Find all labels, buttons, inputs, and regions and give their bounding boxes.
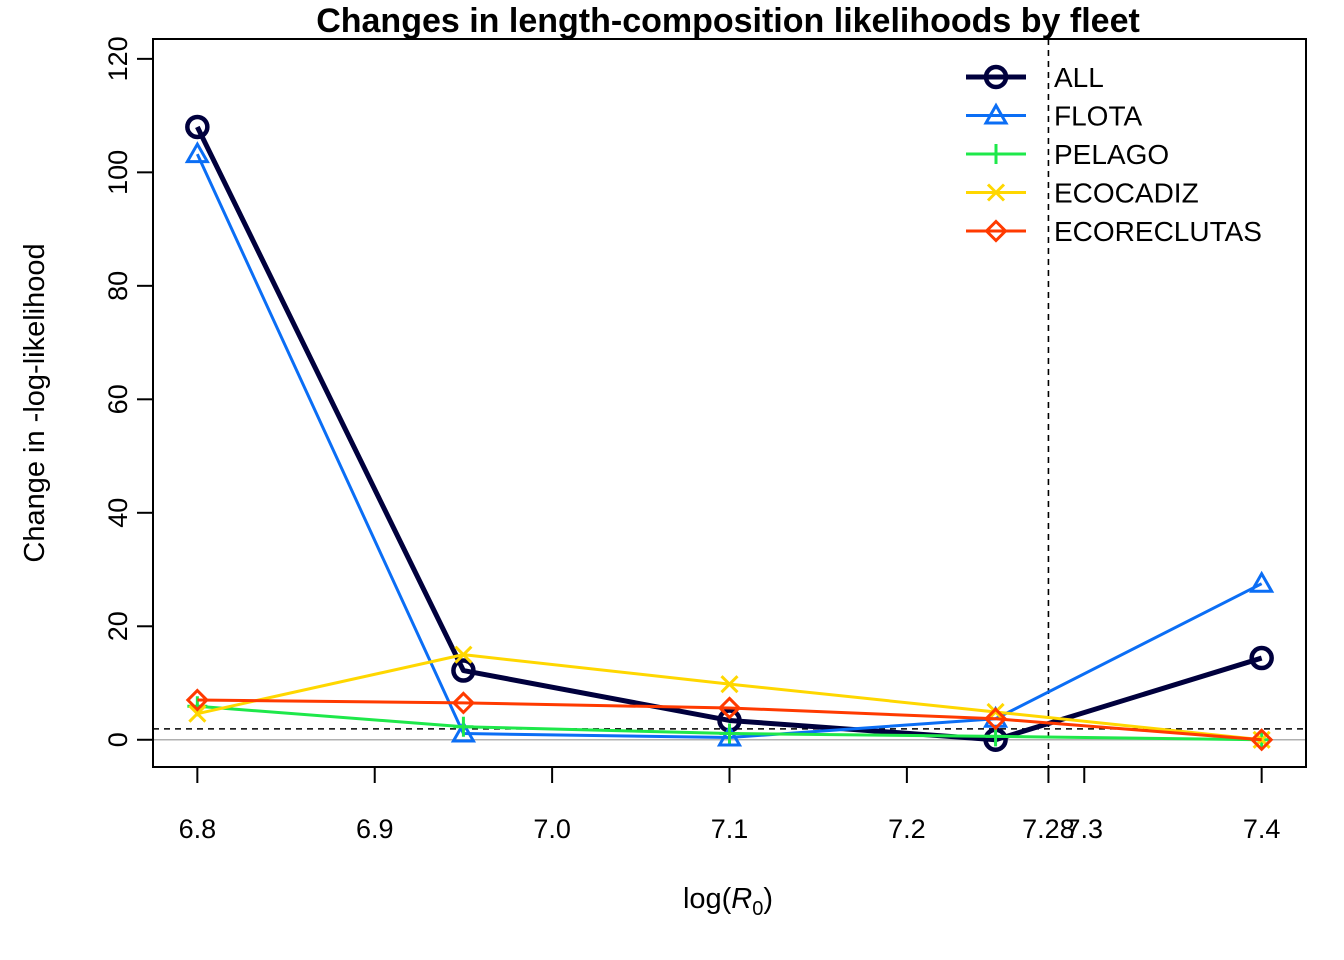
y-tick-label: 100 bbox=[103, 150, 133, 195]
series-point-ecoreclutas bbox=[451, 691, 476, 715]
legend-marker-flota bbox=[983, 102, 1009, 125]
series-point-all bbox=[185, 114, 210, 140]
x-tick-label: 7.2 bbox=[888, 814, 926, 844]
x-tick-label: 7.1 bbox=[711, 814, 749, 844]
series-line-all bbox=[195, 125, 1263, 743]
y-tick-label: 20 bbox=[103, 611, 133, 641]
chart-title: Changes in length-composition likelihood… bbox=[316, 2, 1140, 40]
series-point-pelago bbox=[453, 716, 474, 737]
y-tick-label: 120 bbox=[103, 36, 133, 81]
x-axis: 6.8 6.9 7.0 7.1 7.2 7.3 7.4 7.28 bbox=[179, 767, 1281, 844]
series-point-ecoreclutas bbox=[185, 688, 209, 712]
series-point-ecoreclutas bbox=[1250, 728, 1274, 752]
y-tick-label: 0 bbox=[103, 732, 133, 747]
series-point-ecoreclutas bbox=[983, 707, 1008, 731]
legend-label-pelago: PELAGO bbox=[1054, 139, 1169, 170]
series-point-flota bbox=[716, 724, 743, 747]
series-point-flota bbox=[1249, 570, 1275, 593]
x-tick-label: 7.4 bbox=[1243, 814, 1281, 844]
series-point-ecocadiz bbox=[720, 675, 739, 694]
series-point-flota bbox=[184, 141, 210, 164]
y-tick-label: 80 bbox=[103, 271, 133, 301]
y-tick-label: 60 bbox=[103, 384, 133, 414]
x-tick-label: 7.0 bbox=[533, 814, 571, 844]
x-axis-label: log(R0) bbox=[683, 883, 773, 920]
legend-label-ecocadiz: ECOCADIZ bbox=[1054, 178, 1199, 209]
legend: ALL FLOTA PELAGO ECOCADIZ ECORECLUTAS bbox=[966, 62, 1262, 247]
x-tick-label: 6.8 bbox=[179, 814, 217, 844]
y-axis-label: Change in -log-likelihood bbox=[19, 243, 51, 562]
series-point-ecocadiz bbox=[454, 645, 473, 664]
x-tick-label: 6.9 bbox=[356, 814, 394, 844]
series-point-all bbox=[1249, 645, 1274, 671]
legend-marker-ecoreclutas bbox=[984, 219, 1008, 243]
series-point-flota bbox=[450, 720, 477, 743]
series-point-ecocadiz bbox=[188, 704, 207, 723]
x-tick-label: 7.3 bbox=[1065, 814, 1103, 844]
legend-label-ecoreclutas: ECORECLUTAS bbox=[1054, 216, 1262, 247]
series-point-ecoreclutas bbox=[717, 696, 742, 720]
y-axis: 0 20 40 60 80 100 120 bbox=[103, 36, 153, 747]
legend-marker-pelago bbox=[986, 144, 1006, 164]
series-point-pelago bbox=[719, 723, 740, 744]
x-tick-label-mle: 7.28 bbox=[1022, 814, 1075, 844]
legend-marker-ecocadiz bbox=[986, 183, 1006, 202]
plot-area bbox=[152, 38, 1307, 768]
series-line-ecoreclutas bbox=[197, 698, 1262, 742]
legend-label-flota: FLOTA bbox=[1054, 101, 1142, 132]
legend-marker-all bbox=[983, 64, 1009, 90]
legend-label-all: ALL bbox=[1054, 62, 1104, 93]
y-tick-label: 40 bbox=[103, 498, 133, 528]
series-point-all bbox=[451, 658, 476, 683]
